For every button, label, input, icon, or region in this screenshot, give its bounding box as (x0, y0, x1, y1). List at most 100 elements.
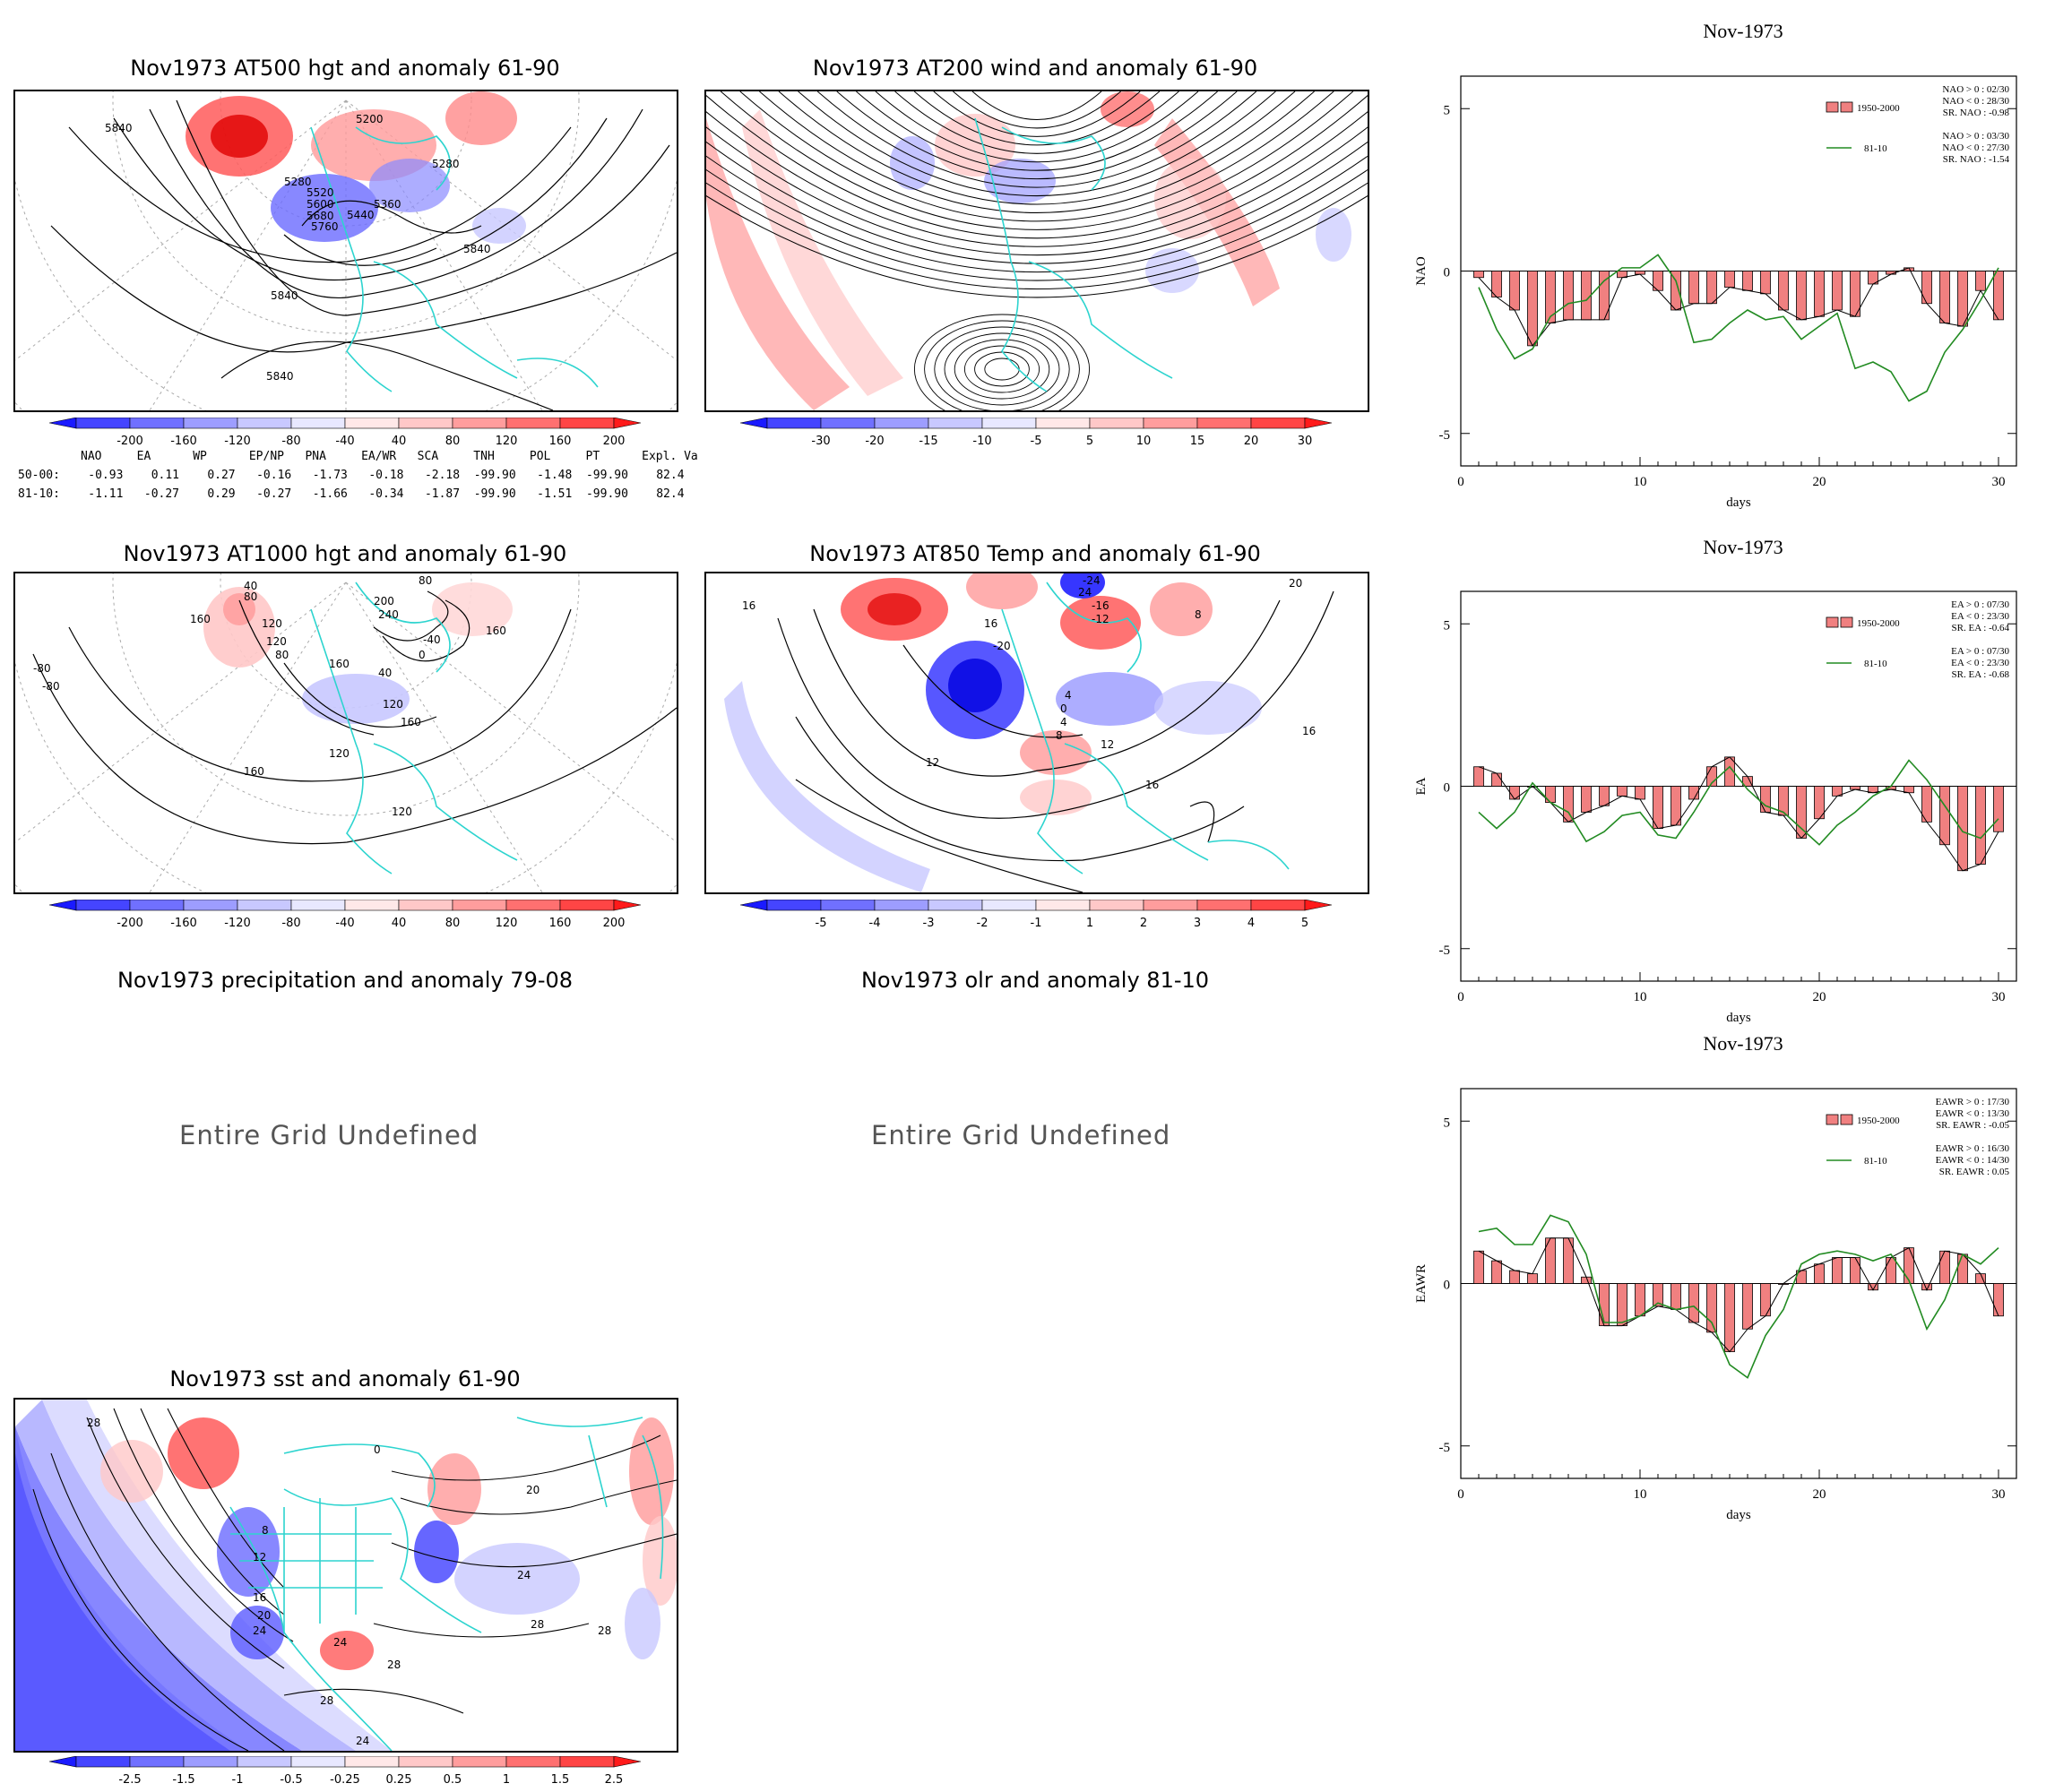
bar (1671, 1283, 1681, 1310)
legend-stat: SR. NAO : -1.54 (1943, 154, 2010, 165)
x-tick-label: 30 (1992, 475, 2006, 489)
t850-label: 4 (1065, 689, 1072, 702)
z1000-label: 120 (383, 698, 403, 711)
ea-chart-title: Nov-1973 (1703, 536, 1783, 558)
legend-stat: EAWR < 0 : 13/30 (1936, 1108, 2010, 1119)
bar (1975, 271, 1986, 291)
colorbar-segment (1304, 417, 1333, 429)
y-tick-label: -5 (1439, 943, 1451, 958)
sst-label: 0 (374, 1443, 381, 1456)
bar (1939, 786, 1950, 846)
colorbar-segment (981, 417, 1037, 429)
z1000-label: -40 (423, 633, 441, 646)
t850-label: 12 (926, 756, 939, 769)
sst-label: 12 (253, 1551, 266, 1564)
colorbar-segment (344, 899, 400, 911)
colorbar-segment (237, 417, 292, 429)
x-tick-label: 20 (1813, 1487, 1826, 1502)
bar (1509, 271, 1520, 311)
z1000-label: 160 (190, 613, 211, 625)
colorbar-segment (613, 1755, 642, 1768)
colorbar-segment (820, 899, 876, 911)
colorbar-segment (452, 1755, 507, 1768)
z1000-label: 200 (374, 595, 394, 607)
colorbar-segment (820, 417, 876, 429)
legend-stat: EA > 0 : 07/30 (1951, 646, 2009, 657)
bar (1939, 271, 1950, 323)
nao-chart-title: Nov-1973 (1703, 20, 1783, 42)
coastlines (974, 117, 1173, 392)
x-tick-label: 30 (1992, 1487, 2006, 1502)
bar (1724, 271, 1735, 289)
t850-label: 8 (1056, 729, 1063, 742)
z500-map-svg: 5840 5200 5280 5280 5360 5440 5520 5600 … (15, 91, 677, 410)
z1000-label: 120 (392, 806, 412, 818)
bar (1760, 271, 1771, 295)
colorbar-tick-label: -15 (919, 435, 937, 448)
colorbar-segment (1143, 899, 1198, 911)
colorbar-tick-label: 80 (445, 917, 461, 930)
sst-label: 24 (253, 1624, 266, 1637)
colorbar-tick-label: -20 (865, 435, 884, 448)
colorbar-tick-label: 4 (1248, 917, 1255, 930)
colorbar-tick-label: 200 (603, 435, 626, 448)
colorbar-segment (452, 899, 507, 911)
z1000-label: 240 (378, 608, 399, 621)
colorbar-segment (739, 417, 768, 429)
colorbar-segment (1196, 899, 1252, 911)
z500-label: 5840 (271, 289, 298, 302)
colorbar-segment (344, 1755, 400, 1768)
bar (1473, 1250, 1484, 1284)
z500-label: 5840 (105, 122, 133, 134)
series-line (1478, 254, 1999, 402)
z500-label: 5200 (356, 113, 384, 125)
bar (1527, 1273, 1538, 1284)
bar (1688, 1283, 1699, 1323)
sst-label: 20 (526, 1484, 540, 1496)
colorbar-tick-label: 2 (1140, 917, 1147, 930)
x-tick-label: 0 (1457, 1487, 1464, 1502)
table-header: NAO EA WP EP/NP PNA EA/WR SCA TNH POL PT… (81, 450, 698, 463)
colorbar-segment (1089, 899, 1144, 911)
bar (1491, 772, 1502, 787)
bar-outline-line (1478, 1237, 1999, 1353)
t850-label: -24 (1083, 574, 1101, 587)
z1000-label: 160 (486, 625, 506, 637)
colorbar-tick-label: 40 (392, 917, 407, 930)
colorbar-tick-label: -2.5 (118, 1773, 141, 1787)
eawr-chart-title: Nov-1973 (1703, 1032, 1783, 1055)
colorbar-segment (75, 417, 131, 429)
colorbar-tick-label: 160 (549, 917, 572, 930)
colorbar-svg: -200 -160 -120 -80 -40 40 80 120 160 200 (48, 417, 642, 448)
bar (1796, 786, 1807, 839)
bar (1904, 1247, 1914, 1284)
z1000-label: 40 (244, 580, 257, 592)
colorbar-tick-label: 1.5 (551, 1773, 570, 1787)
colorbar-segment (1250, 417, 1306, 429)
x-tick-label: 10 (1634, 1487, 1647, 1502)
bar (1527, 271, 1538, 347)
colorbar-segment (75, 1755, 131, 1768)
colorbar-tick-label: 5 (1086, 435, 1093, 448)
z500-label: 5360 (374, 198, 401, 211)
bar (1473, 271, 1484, 279)
t850-label: 16 (1145, 779, 1159, 791)
colorbar-segment (398, 899, 453, 911)
bar (1473, 766, 1484, 787)
colorbar-segment (183, 1755, 238, 1768)
z500-title: Nov1973 AT500 hgt and anomaly 61-90 (130, 56, 560, 81)
colorbar-segment (1143, 417, 1198, 429)
colorbar-tick-label: 160 (549, 435, 572, 448)
bar (1957, 271, 1968, 327)
colorbar-tick-label: -40 (335, 917, 354, 930)
t850-label: -16 (1092, 599, 1109, 612)
colorbar-segment (505, 417, 561, 429)
colorbar-segment (874, 899, 929, 911)
colorbar-segment (75, 899, 131, 911)
colorbar-segment (129, 899, 185, 911)
z1000-title: Nov1973 AT1000 hgt and anomaly 61-90 (123, 541, 567, 566)
colorbar-tick-label: -0.25 (330, 1773, 360, 1787)
z1000-label: 80 (419, 574, 432, 587)
x-tick-label: 10 (1634, 990, 1647, 1004)
